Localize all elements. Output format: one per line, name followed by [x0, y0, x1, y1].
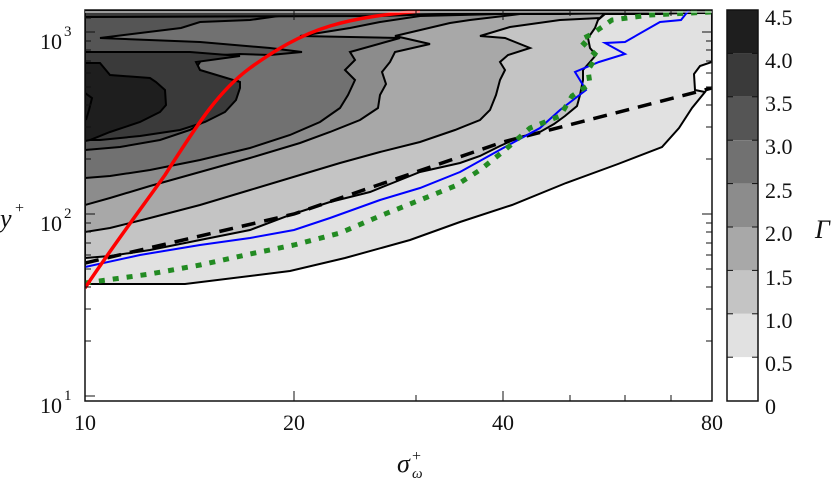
svg-text:ω: ω	[412, 466, 423, 482]
y-tick-labels: 10 1 10 2 10 3	[40, 24, 72, 418]
plot-frame	[84, 9, 713, 402]
svg-text:y: y	[0, 204, 12, 233]
cb-tick-3.0: 3.0	[765, 134, 793, 159]
svg-text:+: +	[15, 200, 24, 217]
cb-tick-0: 0	[765, 394, 776, 419]
x-axis-ticks	[293, 10, 672, 401]
cb-tick-2.5: 2.5	[765, 178, 793, 203]
cb-tick-0.5: 0.5	[765, 351, 793, 376]
contour-band-4.0	[85, 62, 168, 143]
x-tick-80: 80	[701, 410, 723, 435]
x-tick-labels: 10 20 40 80	[74, 410, 723, 435]
y-tick-1000-exp: 3	[64, 24, 72, 40]
y-tick-10: 10	[40, 393, 62, 418]
y-tick-10-exp: 1	[64, 388, 72, 404]
y-tick-100: 10	[40, 211, 62, 236]
y-axis-ticks	[85, 17, 712, 397]
y-tick-100-exp: 2	[64, 206, 72, 222]
cb-tick-4.0: 4.0	[765, 48, 793, 73]
cb-tick-3.5: 3.5	[765, 91, 793, 116]
black-dashed-line	[85, 86, 712, 265]
x-tick-20: 20	[283, 410, 305, 435]
svg-text:σ: σ	[397, 449, 411, 478]
svg-text:+: +	[412, 448, 421, 465]
x-tick-10: 10	[74, 410, 96, 435]
colorbar-tick-labels: 4.5 4.0 3.5 3.0 2.5 2.0 1.5 1.0 0.5 0	[765, 5, 793, 419]
colorbar-label: Γ	[814, 215, 831, 244]
cb-tick-1.5: 1.5	[765, 265, 793, 290]
cb-tick-4.5: 4.5	[765, 5, 793, 30]
red-line	[85, 10, 421, 289]
blue-line	[85, 10, 690, 268]
cb-tick-1.0: 1.0	[765, 308, 793, 333]
cb-tick-2.0: 2.0	[765, 221, 793, 246]
green-dotted-line	[85, 10, 712, 286]
y-axis-label: y +	[0, 200, 24, 233]
y-tick-1000: 10	[40, 29, 62, 54]
x-tick-40: 40	[492, 410, 514, 435]
plot-area	[85, 10, 712, 401]
colorbar	[726, 9, 759, 402]
contour-left-notch	[85, 92, 94, 121]
x-axis-label: σ + ω	[397, 448, 423, 482]
